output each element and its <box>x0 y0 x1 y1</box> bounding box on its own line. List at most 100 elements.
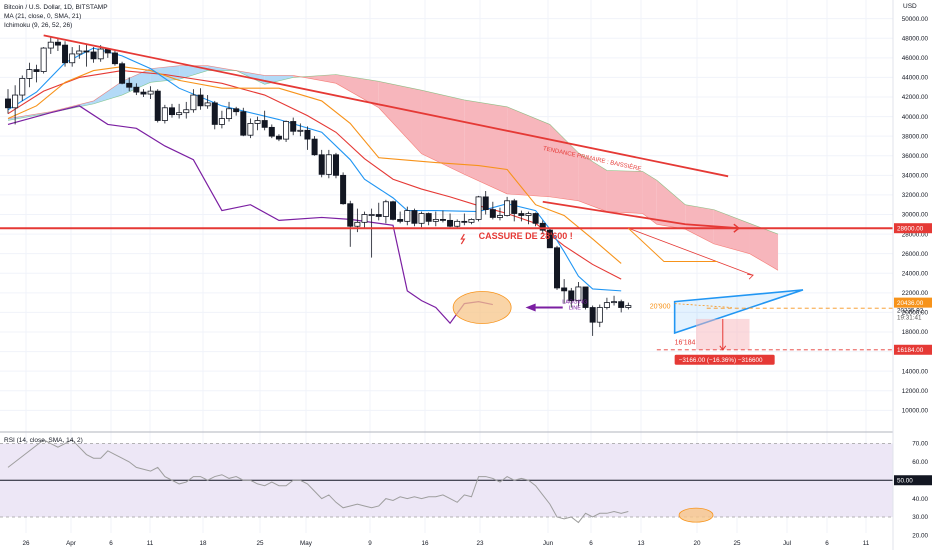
forecast-arrow-line <box>628 227 754 276</box>
candle-body <box>361 214 368 223</box>
price-tick-label: 44000.00 <box>902 75 929 82</box>
symbol-legend: Bitcoin / U.S. Dollar, 1D, BITSTAMP <box>4 4 108 11</box>
candle-body <box>611 301 618 304</box>
candle-body <box>382 201 389 217</box>
rsi-tick-label: 30.00 <box>912 514 928 521</box>
rsi-highlight-oval <box>678 507 714 523</box>
candle-body <box>90 51 97 60</box>
candle-body <box>297 129 304 132</box>
x-tick-label: 26 <box>22 540 30 547</box>
x-tick-label: 9 <box>368 540 372 547</box>
candle-body <box>261 120 268 128</box>
x-tick-label: 16 <box>421 540 429 547</box>
cloud-segment <box>507 106 550 197</box>
forecast-arrowhead <box>747 273 754 280</box>
x-tick-label: Jun <box>543 540 554 547</box>
cloud-segment <box>549 124 579 201</box>
candle-body <box>496 215 503 218</box>
current-price-tag: 20235.92 <box>897 308 924 315</box>
measure-label: −3166.00 (−16.36%) −316600 <box>679 357 763 364</box>
candle-body <box>618 301 625 308</box>
candle-body <box>140 91 147 95</box>
candle-body <box>268 126 275 137</box>
candle-body <box>161 107 168 121</box>
candle-body <box>461 220 468 223</box>
candle-body <box>368 214 375 216</box>
x-tick-label: 23 <box>476 540 484 547</box>
ma21-line <box>7 66 622 264</box>
price-tick-label: 42000.00 <box>902 94 929 101</box>
candle-body <box>311 138 318 156</box>
candle-body <box>62 44 69 64</box>
candle-body <box>111 52 118 65</box>
rsi-tick-label: 60.00 <box>912 459 928 466</box>
cloud-segment <box>378 81 422 154</box>
candle-body <box>147 90 154 95</box>
x-tick-label: 6 <box>589 540 593 547</box>
candle-body <box>482 196 489 211</box>
ma-projection <box>627 227 718 262</box>
target-price-tag-box <box>894 344 932 355</box>
rsi-tick-label: 70.00 <box>912 441 928 448</box>
price-tick-label: 22000.00 <box>902 290 929 297</box>
lagging-label: LINE <box>569 305 582 311</box>
cloud-segment <box>179 65 208 80</box>
senkou-a-line <box>7 70 779 235</box>
candle-body <box>69 53 76 64</box>
price-tick-label: 48000.00 <box>902 35 929 42</box>
price-tick-label: 30000.00 <box>902 212 929 219</box>
x-tick-label: 11 <box>863 540 870 547</box>
candle-body <box>532 213 539 224</box>
price-tick-label: 10000.00 <box>902 408 929 415</box>
senkou-b-line <box>7 65 779 271</box>
axes: USD 50000.00 48000.00 46000.00 44000.00 42000… <box>22 0 928 550</box>
cloud-segment <box>335 74 379 108</box>
x-tick-label: 13 <box>637 540 645 547</box>
candle-body <box>254 120 261 124</box>
price-tick-label: 14000.00 <box>902 368 929 375</box>
rsi-line <box>7 439 629 524</box>
candle-body <box>33 69 40 72</box>
candle-body <box>432 218 439 222</box>
price-tick-label: 26000.00 <box>902 251 929 258</box>
lagging-line <box>7 105 493 325</box>
wedge-midline <box>674 303 732 308</box>
candle-body <box>19 78 26 96</box>
candle-body <box>318 154 325 175</box>
candle-body <box>475 196 482 220</box>
candle-body <box>290 121 297 132</box>
cloud-segment <box>656 180 686 230</box>
candle-body <box>204 102 211 107</box>
x-tick-label: 25 <box>733 540 741 547</box>
candle-body <box>347 203 354 227</box>
high-price-tag: 20436.00 <box>897 300 924 307</box>
cloud-segment <box>578 152 607 212</box>
secondary-trendline-arrowhead <box>733 223 741 233</box>
candle-body <box>97 48 104 60</box>
x-tick-label: 18 <box>199 540 207 547</box>
price-tick-label: 28000.00 <box>902 231 929 238</box>
cloud-segment <box>421 90 465 175</box>
candle-body <box>525 213 532 216</box>
candle-body <box>76 50 83 55</box>
candle-body <box>561 287 568 292</box>
candle-body <box>197 94 204 107</box>
candle-body <box>283 121 290 140</box>
candle-body <box>218 118 225 125</box>
x-tick-label: Apr <box>66 540 76 547</box>
candle-body <box>325 154 332 175</box>
lightning-icon <box>460 233 466 245</box>
price-tick-label: 32000.00 <box>902 192 929 199</box>
candle-body <box>447 219 454 227</box>
break-label: CASSURE DE 28'600 ! <box>479 231 573 241</box>
price-tick-label: 12000.00 <box>902 388 929 395</box>
countdown-tag: 19:31:41 <box>897 315 922 322</box>
candle-body <box>546 229 553 249</box>
cloud-segment <box>685 204 714 244</box>
candle-body <box>603 302 610 308</box>
candle-body <box>332 154 339 176</box>
candle-body <box>176 112 183 116</box>
candle-body <box>304 129 311 140</box>
